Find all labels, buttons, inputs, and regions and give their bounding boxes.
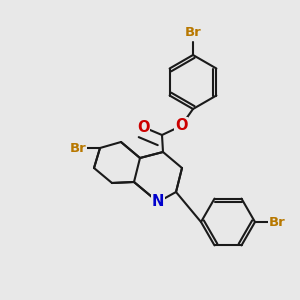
Text: Br: Br <box>268 215 285 229</box>
Text: O: O <box>175 118 187 134</box>
Text: O: O <box>137 119 149 134</box>
Text: N: N <box>152 194 164 209</box>
Text: Br: Br <box>184 26 201 40</box>
Text: Br: Br <box>70 142 86 154</box>
